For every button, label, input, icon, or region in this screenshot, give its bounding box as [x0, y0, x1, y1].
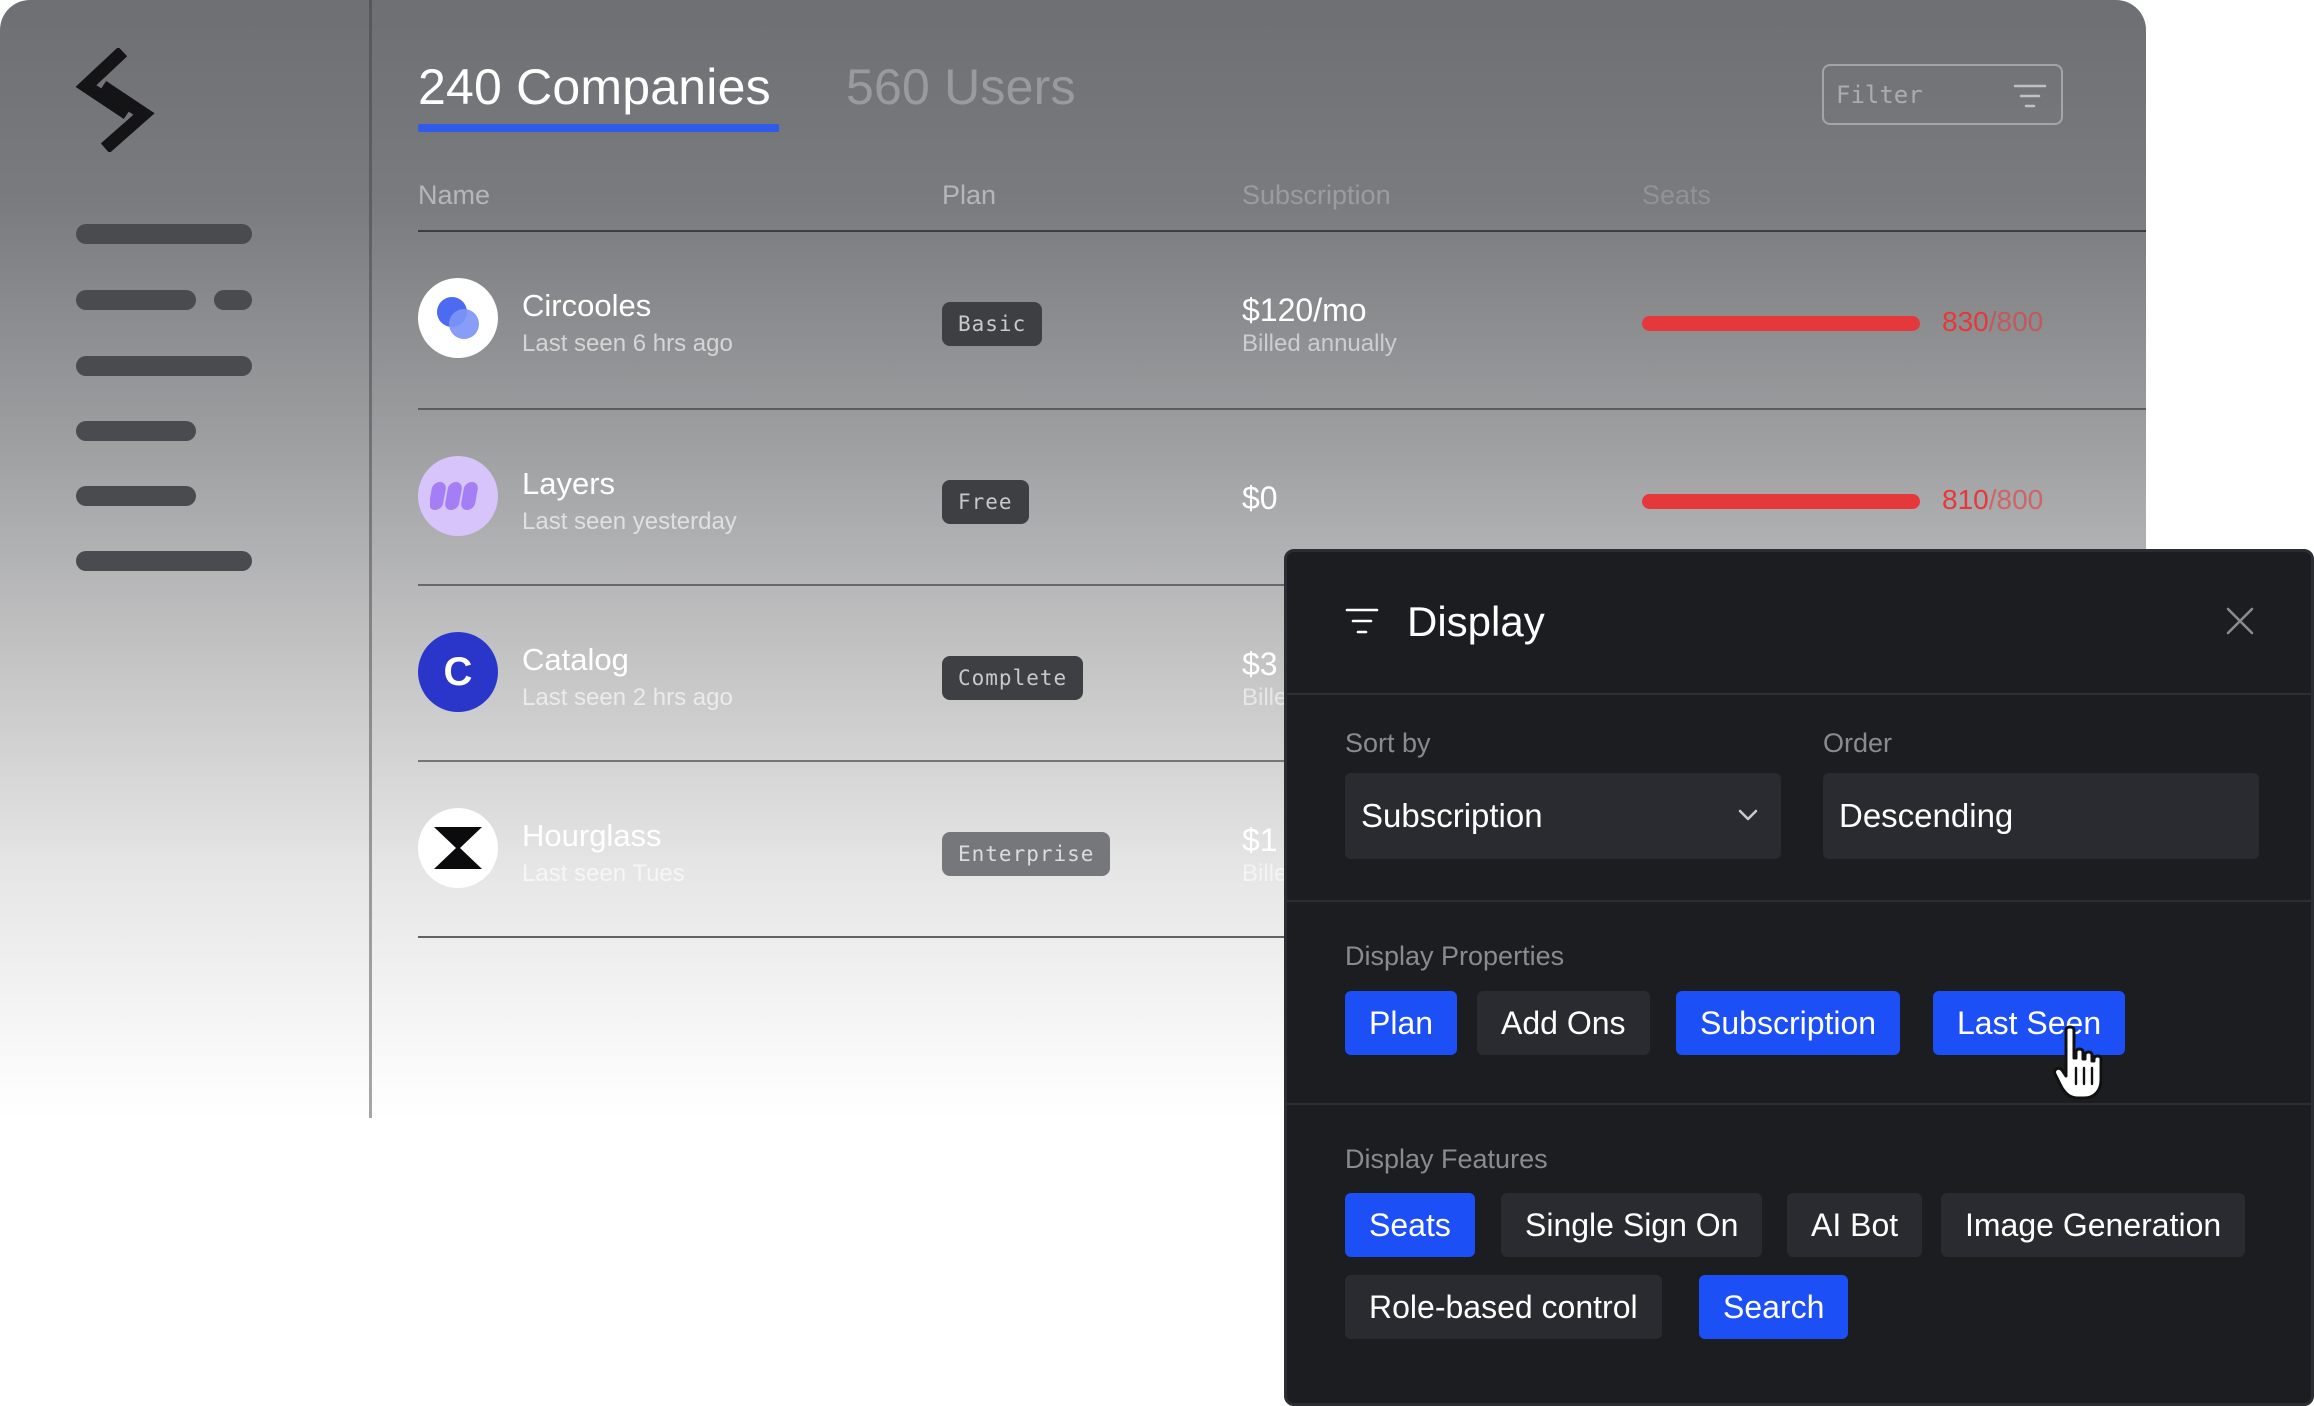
tab-users[interactable]: 560 Users [846, 59, 1076, 115]
row-divider [418, 584, 2146, 586]
sidebar-item-1[interactable] [76, 224, 252, 244]
sort-by-select[interactable]: Subscription [1345, 773, 1781, 859]
sidebar-item-5[interactable] [76, 486, 196, 506]
catalog-logo-letter: C [443, 649, 473, 694]
hand-pointer-icon [2053, 1025, 2103, 1100]
table-row[interactable]: C Catalog Last seen 2 hrs ago Complete $… [418, 586, 2146, 762]
feature-chip-ai-bot[interactable]: AI Bot [1787, 1193, 1923, 1257]
company-name[interactable]: Catalog [522, 642, 629, 677]
company-name[interactable]: Hourglass [522, 818, 662, 853]
layers-logo-icon [418, 456, 498, 536]
row-divider [418, 760, 2146, 762]
sort-by-label: Sort by [1345, 728, 1431, 758]
subscription-price: $120/mo [1242, 292, 1367, 328]
filter-input[interactable] [1836, 80, 1996, 110]
last-seen: Last seen yesterday [522, 508, 737, 535]
column-header-name[interactable]: Name [418, 180, 491, 210]
circooles-logo-icon [418, 278, 498, 358]
order-label: Order [1823, 728, 1893, 758]
sidebar-item-4[interactable] [76, 421, 196, 441]
header-divider [418, 230, 2146, 232]
property-chip-subscription[interactable]: Subscription [1676, 991, 1901, 1055]
sidebar [0, 0, 372, 1118]
property-chip-add-ons[interactable]: Add Ons [1477, 991, 1650, 1055]
sidebar-item-2[interactable] [76, 290, 196, 310]
feature-chip-search[interactable]: Search [1699, 1275, 1849, 1339]
billing-period: Billed annually [1242, 330, 1397, 357]
column-header-plan[interactable]: Plan [942, 180, 997, 210]
display-panel: Display Sort by Order Subscription Desce… [1284, 549, 2314, 1406]
feature-chip-seats[interactable]: Seats [1345, 1193, 1475, 1257]
display-features-label: Display Features [1345, 1144, 1548, 1174]
seats-usage-bar [1642, 494, 1920, 509]
filter-field[interactable] [1822, 64, 2063, 125]
filter-lines-icon[interactable] [2013, 82, 2047, 110]
table-row[interactable]: Layers Last seen yesterday Free $0 810/8… [418, 410, 2146, 586]
order-value: Descending [1839, 797, 2014, 834]
feature-chip-single-sign-on[interactable]: Single Sign On [1501, 1193, 1763, 1257]
column-header-subscription[interactable]: Subscription [1242, 180, 1391, 210]
display-panel-title: Display [1407, 598, 1545, 645]
app-logo-icon[interactable] [72, 48, 158, 152]
section-divider [1287, 1103, 2311, 1105]
row-divider [418, 936, 2146, 938]
table-row[interactable]: Hourglass Last seen Tues Enterprise $1 B… [418, 762, 2146, 938]
plan-badge: Complete [942, 656, 1084, 700]
plan-badge: Basic [942, 302, 1043, 346]
tab-companies[interactable]: 240 Companies [418, 59, 771, 115]
filter-lines-icon [1345, 608, 1379, 634]
sidebar-item-2-badge [214, 290, 252, 310]
close-icon[interactable] [2225, 606, 2255, 636]
property-chip-plan[interactable]: Plan [1345, 991, 1458, 1055]
display-properties-label: Display Properties [1345, 941, 1565, 971]
feature-chip-image-generation[interactable]: Image Generation [1941, 1193, 2246, 1257]
company-name[interactable]: Layers [522, 466, 616, 501]
billing-period: Bille [1242, 684, 1288, 711]
subscription-price: $3 [1242, 646, 1278, 682]
seats-used: 830 [1942, 306, 1989, 337]
seats-count: 830/800 [1942, 306, 2043, 338]
catalog-logo-icon: C [418, 632, 498, 712]
display-panel-header: Display [1287, 552, 2311, 695]
seats-count: 810/800 [1942, 484, 2043, 516]
last-seen: Last seen Tues [522, 860, 685, 887]
billing-period: Bille [1242, 860, 1288, 887]
company-name[interactable]: Circooles [522, 288, 652, 323]
row-divider [418, 408, 2146, 410]
subscription-price: $1 [1242, 822, 1278, 858]
column-header-seats[interactable]: Seats [1642, 180, 1712, 210]
property-chip-last-seen[interactable]: Last Seen [1933, 991, 2126, 1055]
sort-by-value: Subscription [1361, 797, 1543, 834]
last-seen: Last seen 6 hrs ago [522, 330, 733, 357]
plan-badge: Enterprise [942, 832, 1111, 876]
seats-used: 810 [1942, 484, 1989, 515]
feature-chip-role-based-control[interactable]: Role-based control [1345, 1275, 1662, 1339]
subscription-price: $0 [1242, 480, 1278, 516]
table-row[interactable]: Circooles Last seen 6 hrs ago Basic $120… [418, 232, 2146, 408]
seats-limit: /800 [1988, 306, 2044, 337]
plan-badge: Free [942, 480, 1029, 524]
sidebar-item-3[interactable] [76, 356, 252, 376]
main-content: 240 Companies 560 Users Name Plan Subscr… [418, 0, 2146, 1118]
last-seen: Last seen 2 hrs ago [522, 684, 733, 711]
section-divider [1287, 900, 2311, 902]
sidebar-item-6[interactable] [76, 551, 252, 571]
seats-usage-bar [1642, 316, 1920, 331]
order-select[interactable]: Descending [1823, 773, 2259, 859]
chevron-down-icon [1738, 809, 1758, 821]
seats-limit: /800 [1988, 484, 2044, 515]
hourglass-logo-icon [418, 808, 498, 888]
active-tab-indicator [418, 124, 779, 132]
